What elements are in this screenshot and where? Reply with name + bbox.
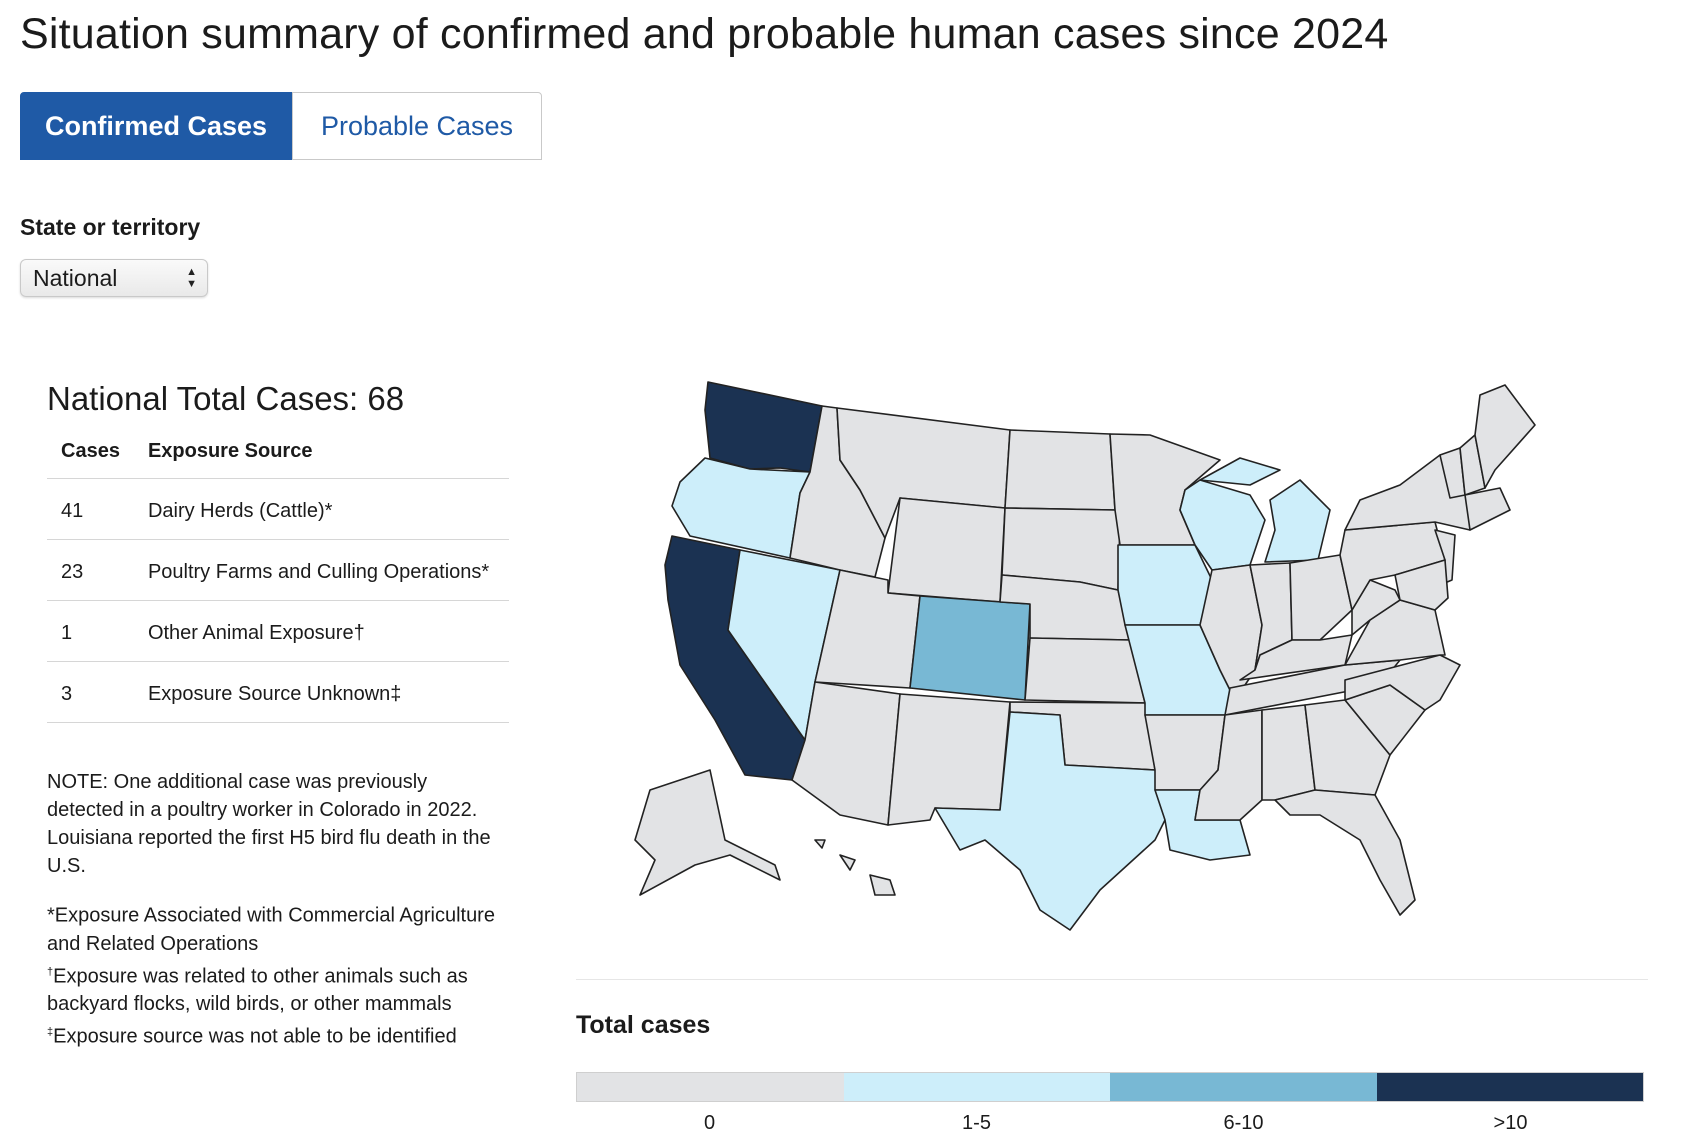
- state-colorado[interactable]: [909, 595, 1031, 701]
- tab-probable-cases[interactable]: Probable Cases: [292, 92, 542, 160]
- exposure-table: Cases Exposure Source 41 Dairy Herds (Ca…: [47, 425, 509, 723]
- state-select[interactable]: National ▲ ▼: [20, 259, 208, 297]
- state-maine[interactable]: [1474, 384, 1536, 489]
- state-iowa[interactable]: [1117, 544, 1213, 626]
- cases-cell: 3: [47, 661, 134, 723]
- footnote: ‡Exposure source was not able to be iden…: [47, 1018, 517, 1051]
- state-maryland[interactable]: [1394, 559, 1449, 611]
- legend-swatch: [1376, 1073, 1643, 1101]
- state-hawaii[interactable]: [814, 839, 896, 896]
- state-kentucky[interactable]: [1239, 634, 1353, 681]
- state-select-label: State or territory: [20, 214, 201, 240]
- legend-color-bar: [576, 1072, 1644, 1102]
- cases-cell: 23: [47, 539, 134, 601]
- state-ohio[interactable]: [1289, 554, 1353, 641]
- note-text: NOTE: One additional case was previously…: [47, 771, 491, 877]
- legend-swatch: [577, 1073, 844, 1101]
- tab-confirmed-cases[interactable]: Confirmed Cases: [20, 92, 292, 160]
- legend-divider: [576, 979, 1648, 980]
- case-type-tabs: Confirmed Cases Probable Cases: [20, 92, 542, 160]
- cases-cell: 1: [47, 600, 134, 662]
- state-north-carolina[interactable]: [1344, 654, 1461, 711]
- state-texas[interactable]: [934, 711, 1166, 931]
- exposure-source-cell: Exposure Source Unknown‡: [133, 661, 509, 723]
- state-massachusetts[interactable]: [1464, 487, 1511, 531]
- footnote-mark: ‡: [47, 1026, 54, 1039]
- table-row: 41 Dairy Herds (Cattle)*: [47, 478, 509, 540]
- table-row: 23 Poultry Farms and Culling Operations*: [47, 539, 509, 601]
- footnotes: *Exposure Associated with Commercial Agr…: [47, 897, 517, 1051]
- footnote-mark: †: [47, 965, 54, 978]
- state-select-value: National: [33, 264, 118, 291]
- footnote-text: Exposure was related to other animals su…: [47, 965, 468, 1016]
- legend-swatch: [843, 1073, 1110, 1101]
- footnote: †Exposure was related to other animals s…: [47, 958, 517, 1019]
- footnote-text: Exposure source was not able to be ident…: [53, 1025, 457, 1048]
- us-cases-map: [634, 381, 1536, 931]
- column-header-cases: Cases: [47, 425, 134, 479]
- cases-cell: 41: [47, 478, 134, 540]
- exposure-source-cell: Other Animal Exposure†: [133, 600, 509, 662]
- state-washington[interactable]: [704, 381, 823, 473]
- legend-title: Total cases: [576, 1011, 711, 1039]
- state-kansas[interactable]: [1024, 637, 1146, 704]
- state-new-mexico[interactable]: [887, 693, 1011, 826]
- page-title: Situation summary of confirmed and proba…: [20, 10, 1389, 58]
- state-wyoming[interactable]: [887, 497, 1006, 603]
- footnote: *Exposure Associated with Commercial Agr…: [47, 897, 517, 958]
- table-row: 1 Other Animal Exposure†: [47, 600, 509, 662]
- legend-labels: 0 1-5 6-10 >10: [576, 1112, 1644, 1135]
- exposure-source-cell: Poultry Farms and Culling Operations*: [133, 539, 509, 601]
- legend-label: 6-10: [1223, 1112, 1264, 1134]
- legend-label: 1-5: [962, 1112, 991, 1134]
- legend-label: 0: [703, 1112, 716, 1134]
- legend-swatch: [1110, 1073, 1377, 1101]
- footnote-text: *Exposure Associated with Commercial Agr…: [47, 904, 495, 955]
- select-arrows-icon: ▲ ▼: [186, 266, 197, 290]
- legend-label: >10: [1493, 1112, 1528, 1134]
- state-georgia[interactable]: [1304, 699, 1391, 796]
- column-header-exposure-source: Exposure Source: [133, 425, 509, 479]
- table-header-row: Cases Exposure Source: [47, 425, 509, 479]
- state-florida[interactable]: [1274, 789, 1416, 916]
- national-total-heading: National Total Cases: 68: [47, 380, 405, 417]
- table-row: 3 Exposure Source Unknown‡: [47, 661, 509, 723]
- state-alaska[interactable]: [634, 769, 781, 896]
- state-north-dakota[interactable]: [1004, 429, 1116, 511]
- exposure-source-cell: Dairy Herds (Cattle)*: [133, 478, 509, 540]
